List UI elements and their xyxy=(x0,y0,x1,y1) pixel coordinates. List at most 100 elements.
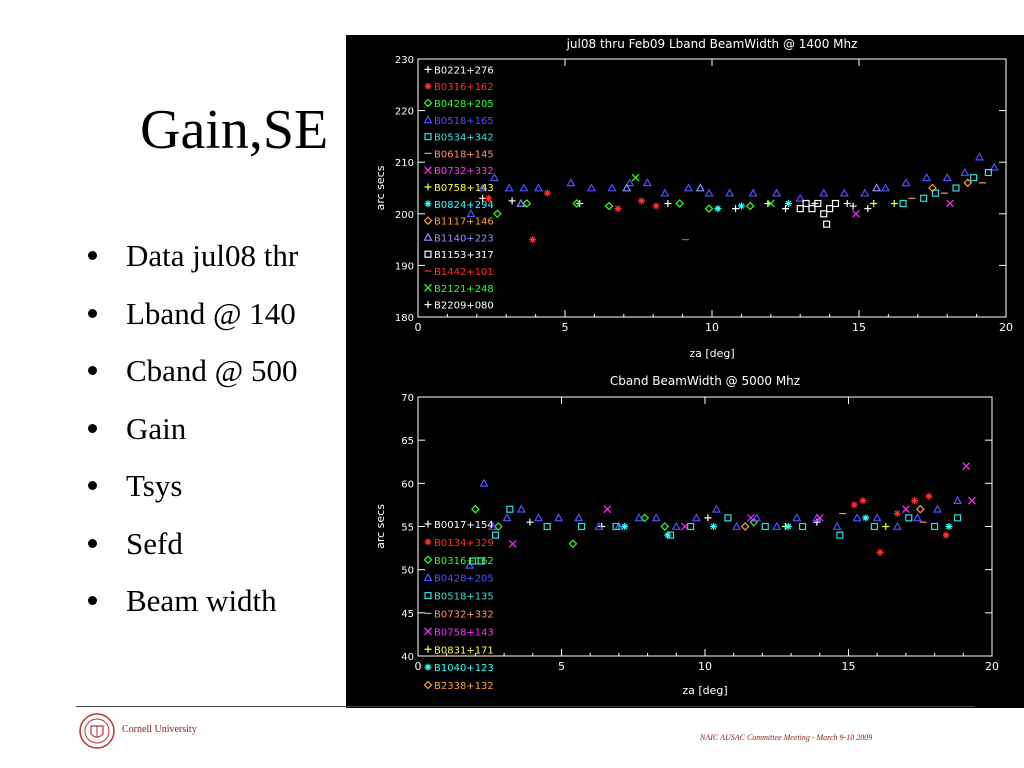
data-point xyxy=(478,183,488,192)
data-point xyxy=(890,199,898,207)
data-point xyxy=(799,522,807,531)
data-point xyxy=(796,205,804,213)
y-tick-label: 40 xyxy=(401,652,414,663)
data-point xyxy=(815,513,824,522)
data-point xyxy=(912,513,922,522)
data-point xyxy=(604,201,614,211)
data-point xyxy=(554,513,564,522)
y-tick-label: 45 xyxy=(401,609,414,620)
data-point xyxy=(732,521,742,530)
data-point xyxy=(843,199,851,207)
data-point xyxy=(424,591,432,600)
data-point xyxy=(836,531,844,539)
legend-entry: B1140+223 xyxy=(434,233,494,244)
data-point xyxy=(920,194,928,202)
data-point xyxy=(740,522,750,531)
legend-entry: B1117+146 xyxy=(434,217,494,228)
data-point xyxy=(671,521,681,530)
data-point xyxy=(607,183,617,192)
data-point xyxy=(468,557,477,565)
data-point xyxy=(664,531,672,539)
data-point xyxy=(952,184,960,192)
data-point xyxy=(423,115,433,124)
legend-entry: B1040+123 xyxy=(434,663,494,674)
y-tick-label: 60 xyxy=(401,479,414,490)
data-point xyxy=(424,520,432,528)
data-point xyxy=(634,513,644,522)
data-points xyxy=(466,152,999,244)
y-tick-label: 180 xyxy=(395,313,414,324)
x-tick-label: 10 xyxy=(698,660,712,673)
x-tick-label: 5 xyxy=(558,660,565,673)
data-point xyxy=(424,283,432,292)
data-point xyxy=(893,510,901,518)
data-point xyxy=(424,82,432,90)
y-tick-label: 210 xyxy=(395,158,414,169)
data-point xyxy=(872,513,882,522)
x-tick-label: 10 xyxy=(705,321,719,334)
bullet-text: Gain xyxy=(126,410,187,446)
data-point xyxy=(752,513,762,522)
legend-entry: B0534+342 xyxy=(434,133,494,144)
data-point xyxy=(423,232,433,241)
data-point xyxy=(714,205,722,213)
bullet-item: Lband @ 140 xyxy=(86,288,298,346)
bullet-text: Beam width xyxy=(126,583,277,618)
data-point xyxy=(823,220,831,228)
data-point xyxy=(820,210,828,218)
data-point xyxy=(465,560,475,569)
data-point xyxy=(704,188,714,197)
chart-2: Cband BeamWidth @ 5000 Mhz 0 5 10 15 20 40 45 50… xyxy=(374,374,999,697)
legend-entry: B0428+205 xyxy=(434,574,494,585)
legend-entry: B0758+143 xyxy=(434,627,494,638)
data-point xyxy=(631,173,640,182)
data-point xyxy=(488,521,498,530)
data-point xyxy=(745,201,755,211)
bullet-text: Lband @ 140 xyxy=(126,295,296,331)
data-point xyxy=(784,523,792,530)
plot-frame xyxy=(417,58,1007,318)
data-point xyxy=(826,205,834,213)
data-point xyxy=(814,199,822,208)
data-point xyxy=(543,189,551,197)
data-point xyxy=(637,197,645,205)
data-point xyxy=(901,178,911,187)
data-point xyxy=(748,188,758,197)
data-point xyxy=(766,199,775,208)
data-point xyxy=(711,504,721,513)
data-point xyxy=(782,205,789,213)
data-point xyxy=(839,188,849,197)
data-point xyxy=(882,523,890,530)
chart-title: Cband BeamWidth @ 5000 Mhz xyxy=(610,374,800,388)
legend: B0221+276 B0316+162 B0428+205 B0518+165 B053… xyxy=(423,65,494,312)
data-point xyxy=(852,513,862,522)
legend-entry: B1153+317 xyxy=(434,250,494,261)
legend-entry: B0831+171 xyxy=(434,645,494,656)
data-point xyxy=(622,183,632,192)
data-point xyxy=(660,188,670,197)
data-point xyxy=(660,522,670,531)
y-tick-label: 230 xyxy=(395,55,414,66)
data-point xyxy=(640,513,650,523)
chart-title: jul08 thru Feb09 Lband BeamWidth @ 1400 … xyxy=(566,37,858,51)
legend-entry: B0758+143 xyxy=(434,183,494,194)
data-point xyxy=(784,199,792,207)
x-tick-label: 20 xyxy=(999,321,1013,334)
data-point xyxy=(664,199,672,207)
data-point xyxy=(864,205,872,213)
y-tick-label: 220 xyxy=(395,107,414,118)
data-point xyxy=(423,555,433,565)
legend-entry: B0732+332 xyxy=(434,166,494,177)
data-point xyxy=(942,531,950,539)
data-point xyxy=(424,65,432,73)
data-point xyxy=(479,478,489,487)
data-point xyxy=(529,236,537,244)
chart-1: jul08 thru Feb09 Lband BeamWidth @ 1400 … xyxy=(374,37,1013,360)
x-tick-label: 0 xyxy=(415,660,422,673)
x-tick-label: 15 xyxy=(842,660,856,673)
plot-panel: jul08 thru Feb09 Lband BeamWidth @ 1400 … xyxy=(346,35,1024,708)
data-point xyxy=(424,250,432,258)
data-point xyxy=(975,152,985,161)
data-point xyxy=(578,522,586,531)
y-axis-label: arc secs xyxy=(374,504,387,549)
